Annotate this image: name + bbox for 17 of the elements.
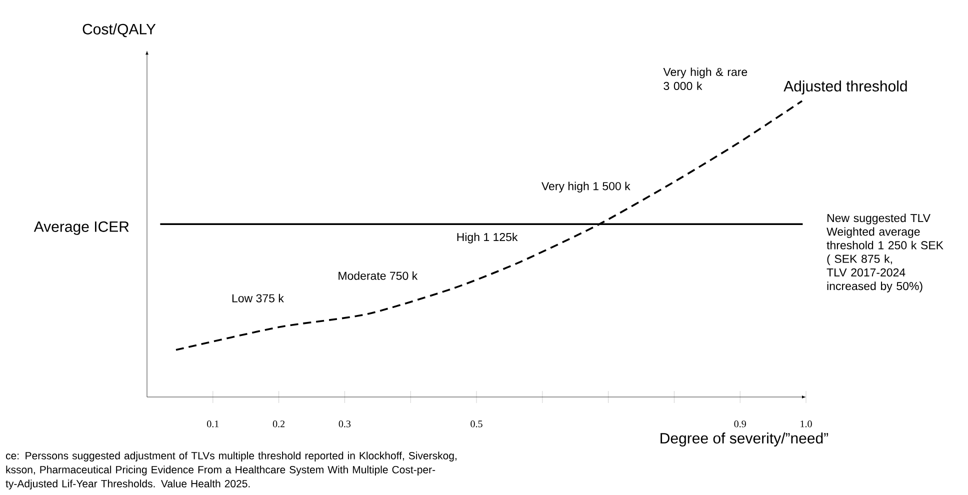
text: New suggested TLV Weighted average threshold 1 250 k SEK ( SEK 875 k, TLV 2017-2024 increased by 50%) (826, 214, 944, 292)
y-axis-title: Cost/QALY (82, 23, 156, 38)
annotation: Low 375 k (232, 294, 284, 302)
x-tick-label: 0.3 (338, 420, 351, 428)
x-tick-label: 0.2 (272, 420, 285, 428)
series-label: Adjusted threshold (784, 80, 907, 94)
x-tick-label: 0.1 (207, 420, 219, 428)
ref-line-label: Average ICER (34, 221, 129, 235)
x-tick-label: 0.9 (734, 420, 746, 428)
x-tick-label: 0.5 (470, 420, 482, 428)
annotation: Very high 1 500 k (542, 182, 630, 192)
x-axis-title: Degree of severity/”need” (660, 432, 828, 447)
text: ce: Perssons suggested adjustment of TLVs multiple threshold reported in Klockhoff, Siverskog, ksson, Pharmaceutical Pricing Evidence From a Healthcare System With Multiple Cost-per- ty-Adjusted Lif-Year Thresholds. Value Health 2025. (6, 452, 456, 490)
annotation: Moderate 750 k (338, 271, 418, 280)
annotation: High 1 125k (457, 232, 518, 244)
x-tick-label: 1.0 (800, 420, 812, 428)
text: Very high & rare 3 000 k (663, 68, 748, 90)
